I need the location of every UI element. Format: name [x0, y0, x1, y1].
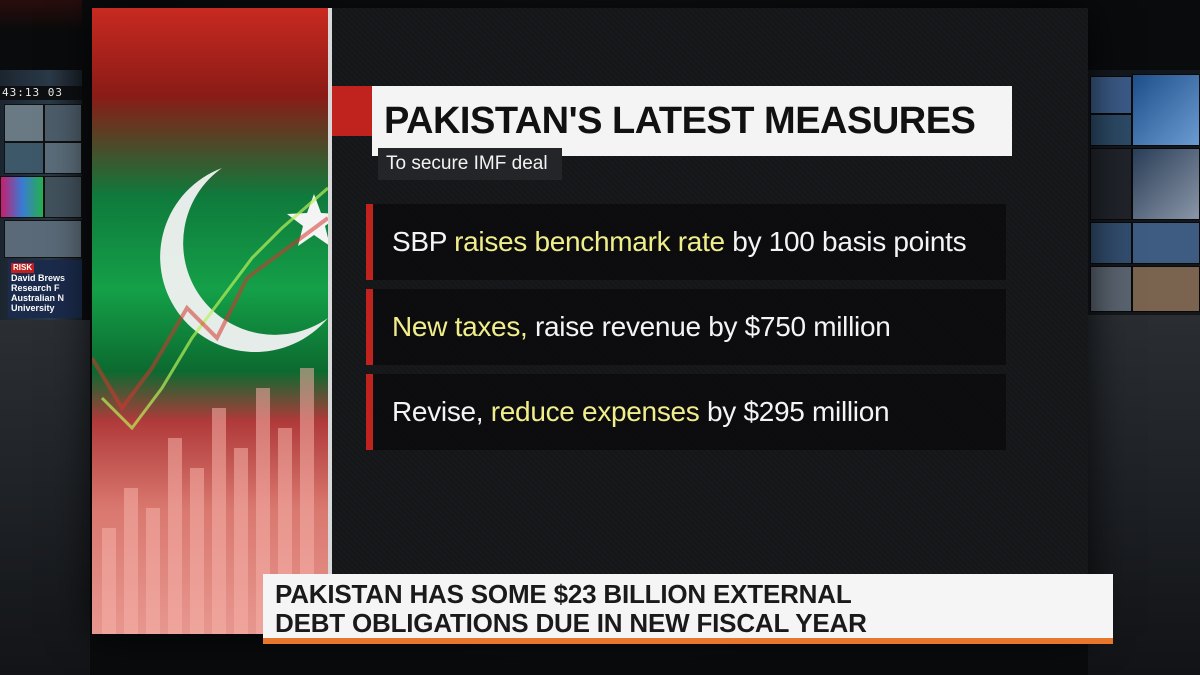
lower-third-line-1: PAKISTAN HAS SOME $23 BILLION EXTERNAL	[275, 579, 852, 609]
monitor-screen	[1090, 76, 1132, 114]
measure-text-highlight: reduce expenses	[490, 396, 700, 427]
monitor-screen	[1132, 222, 1200, 264]
lower-third-line-2: DEBT OBLIGATIONS DUE IN NEW FISCAL YEAR	[275, 608, 867, 638]
title-accent-bar	[332, 86, 372, 136]
flag-artwork	[92, 168, 328, 634]
ticker-tag: RISK	[11, 263, 35, 273]
measure-accent	[366, 374, 373, 450]
monitor-screen	[1090, 266, 1132, 312]
measure-accent	[366, 289, 373, 365]
studio-clock: 43:13 03	[0, 86, 82, 100]
trend-line-icon	[92, 216, 328, 412]
lower-third-accent	[263, 638, 1113, 644]
ticker-line: Research F	[11, 283, 60, 293]
measure-text-plain: Revise,	[392, 396, 491, 427]
measure-text-plain: SBP	[392, 226, 455, 257]
studio-top-light	[0, 0, 82, 30]
monitor-screen	[44, 176, 82, 218]
ticker-line: David Brews	[11, 273, 66, 283]
trend-line-icon	[100, 186, 328, 431]
star-icon	[287, 194, 328, 246]
measure-item: Revise, reduce expenses by $295 million	[366, 374, 1006, 450]
ticker-line: University	[11, 303, 55, 313]
monitor-screen	[44, 104, 82, 142]
measure-text: Revise, reduce expenses by $295 million	[392, 374, 890, 450]
monitor-screen	[1090, 148, 1132, 220]
measure-item: New taxes, raise revenue by $750 million	[366, 289, 1006, 365]
studio-floor-left	[0, 320, 90, 675]
monitor-screen	[1132, 74, 1200, 146]
video-wall: PAKISTAN'S LATEST MEASURES To secure IMF…	[92, 8, 1088, 634]
measure-text-highlight: raises benchmark rate	[454, 226, 725, 257]
monitor-screen	[4, 220, 82, 258]
monitor-screen	[4, 142, 44, 174]
crescent-icon	[160, 168, 328, 353]
measure-item: SBP raises benchmark rate by 100 basis p…	[366, 204, 1006, 280]
monitor-screen	[4, 104, 44, 142]
monitor-screen	[1090, 114, 1132, 146]
bar-graphic	[102, 368, 314, 634]
panel-divider	[328, 8, 332, 634]
monitor-screen	[1132, 266, 1200, 312]
measure-text-plain: raise revenue by $750 million	[527, 311, 891, 342]
graphic-title: PAKISTAN'S LATEST MEASURES	[372, 86, 1012, 156]
measure-text-highlight: New taxes,	[392, 311, 528, 342]
clock-text: 43:13 03	[2, 86, 63, 99]
measure-text-plain: by $295 million	[699, 396, 890, 427]
right-monitor-wall	[1088, 70, 1200, 315]
pakistan-flag-panel	[92, 8, 328, 634]
measure-accent	[366, 204, 373, 280]
monitor-screen	[44, 142, 82, 174]
left-monitor-wall: 43:13 03 RISK David Brews Research F Aus…	[0, 70, 82, 320]
ticker-line: Australian N	[11, 293, 65, 303]
measure-text: New taxes, raise revenue by $750 million	[392, 289, 891, 365]
news-ticker: RISK David Brews Research F Australian N…	[8, 260, 82, 318]
graphic-subtitle: To secure IMF deal	[378, 148, 562, 180]
monitor-screen	[0, 176, 44, 218]
content-panel: PAKISTAN'S LATEST MEASURES To secure IMF…	[332, 8, 1088, 634]
monitor-screen	[1132, 148, 1200, 220]
measure-text: SBP raises benchmark rate by 100 basis p…	[392, 204, 967, 280]
measure-text-plain: by 100 basis points	[724, 226, 967, 257]
lower-third-banner: PAKISTAN HAS SOME $23 BILLION EXTERNAL D…	[263, 574, 1113, 644]
monitor-screen	[1090, 222, 1132, 264]
